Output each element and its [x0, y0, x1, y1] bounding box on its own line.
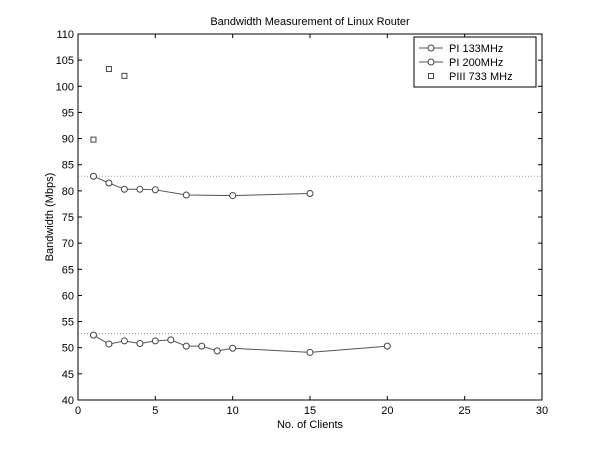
y-tick-label: 60 — [62, 290, 74, 302]
legend-label: PIII 733 MHz — [449, 71, 513, 83]
y-tick-label: 80 — [62, 186, 74, 198]
y-tick-label: 50 — [62, 343, 74, 355]
data-point-circle — [136, 340, 144, 348]
legend-label: PI 133MHz — [449, 43, 503, 55]
legend-marker-circle — [427, 58, 435, 66]
y-tick-label: 110 — [56, 29, 74, 41]
data-point-circle — [105, 179, 113, 187]
chart-title: Bandwidth Measurement of Linux Router — [210, 16, 410, 28]
series-group — [89, 172, 314, 200]
x-axis-label: No. of Clients — [277, 419, 344, 431]
data-point-square — [90, 136, 97, 143]
data-point-circle — [182, 191, 190, 199]
series-layer — [89, 66, 391, 356]
legend-marker-square — [428, 73, 434, 79]
data-point-circle — [383, 342, 391, 350]
y-axis-label: Bandwidth (Mbps) — [44, 173, 56, 262]
y-tick-label: 100 — [56, 81, 74, 93]
series-group — [90, 66, 128, 143]
legend-marker-circle — [427, 44, 435, 52]
y-tick-label: 45 — [62, 369, 74, 381]
y-tick-label: 65 — [62, 264, 74, 276]
legend-label: PI 200MHz — [449, 57, 503, 69]
data-point-circle — [306, 189, 314, 197]
y-tick-label: 55 — [62, 317, 74, 329]
data-point-circle — [229, 344, 237, 352]
legend: PI 133MHz PI 200MHz PIII 733 MHz — [413, 36, 537, 88]
data-point-circle — [151, 337, 159, 345]
y-tick-label: 105 — [56, 55, 74, 67]
data-point-circle — [89, 331, 97, 339]
y-axis-ticks: 40 45 50 55 60 65 70 75 80 85 90 95 100 105 110 — [56, 29, 542, 407]
x-tick-label: 0 — [75, 405, 81, 417]
data-point-circle — [306, 348, 314, 356]
series-group — [89, 331, 391, 356]
data-point-circle — [136, 185, 144, 193]
data-point-square — [121, 72, 128, 79]
x-tick-label: 10 — [227, 405, 239, 417]
x-axis-ticks: 0 5 10 15 20 25 30 — [75, 34, 548, 417]
y-tick-label: 85 — [62, 160, 74, 172]
y-tick-label: 40 — [62, 395, 74, 407]
data-point-square — [105, 66, 112, 73]
data-point-circle — [213, 347, 221, 355]
x-tick-label: 20 — [381, 405, 393, 417]
data-point-circle — [167, 336, 175, 344]
y-tick-label: 75 — [62, 212, 74, 224]
x-tick-label: 25 — [459, 405, 471, 417]
data-point-circle — [151, 186, 159, 194]
y-tick-label: 70 — [62, 238, 74, 250]
data-point-circle — [120, 337, 128, 345]
x-tick-label: 15 — [304, 405, 316, 417]
data-point-circle — [198, 342, 206, 350]
x-tick-label: 5 — [152, 405, 158, 417]
y-tick-label: 90 — [62, 134, 74, 146]
data-point-circle — [89, 172, 97, 180]
x-tick-label: 30 — [536, 405, 548, 417]
y-tick-label: 95 — [62, 107, 74, 119]
data-point-circle — [120, 185, 128, 193]
data-point-circle — [182, 342, 190, 350]
reference-lines — [78, 175, 542, 335]
data-point-circle — [229, 192, 237, 200]
data-point-circle — [105, 340, 113, 348]
